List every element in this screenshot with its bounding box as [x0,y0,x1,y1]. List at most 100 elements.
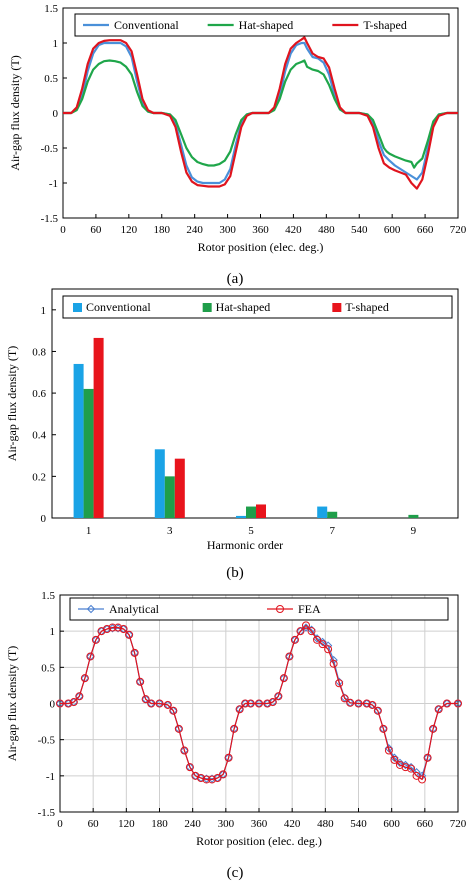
legend-label: Analytical [109,602,160,616]
data-point [97,627,106,636]
y-tick-label: 0.5 [44,73,58,85]
y-tick-label: -0.5 [38,735,56,747]
data-point [318,640,327,649]
legend-box [69,597,449,621]
data-point [296,627,305,636]
y-axis-label: Air-gap flux density (T) [5,346,19,461]
data-point [174,724,183,733]
x-tick-label: 360 [252,224,269,236]
data-point [423,753,432,762]
x-tick-label: 5 [248,525,254,537]
x-tick-label: 7 [329,525,335,537]
x-axis-label: Rotor position (elec. deg.) [198,240,324,254]
data-point [407,764,416,773]
figure-caption-1: (a) [227,271,244,287]
data-point [429,724,438,733]
data-point [125,630,134,639]
x-tick-label: 300 [219,224,236,236]
y-tick-label: 0 [41,513,47,525]
x-tick-label: 240 [184,818,201,830]
x-tick-label: 180 [154,224,171,236]
chart-1: 0 60 120 180 240 300 360 420 480 540 600 660 720 -1.5… [8,3,467,254]
data-point [119,624,128,633]
data-point [379,724,388,733]
data-point [86,652,95,661]
data-point [384,744,394,753]
data-point [169,706,178,715]
legend-marker [86,604,96,614]
y-tick-label: 0 [50,699,56,711]
data-point [335,679,344,688]
y-tick-label: -1 [46,771,55,783]
bar-conventional [236,515,246,518]
bar-hat-shaped [164,476,175,518]
y-tick-label: 0.4 [32,430,46,442]
data-point [191,771,200,780]
bar-hat-shaped [83,388,94,518]
y-tick-label: 1.5 [41,590,55,602]
x-tick-label: 0 [60,224,66,236]
x-tick-label: 60 [88,818,100,830]
x-tick-label: 480 [317,818,334,830]
legend-label: FEA [298,602,321,616]
data-point [354,699,363,708]
data-point [340,694,349,703]
data-point [136,677,145,686]
data-point [362,699,371,708]
data-point [64,699,73,708]
data-point [141,695,150,704]
data-point [80,674,89,683]
x-tick-label: 420 [284,818,301,830]
data-point [163,700,172,709]
data-point [69,698,78,707]
y-tick-label: -1.5 [38,807,56,819]
data-point [384,746,393,755]
x-tick-label: 180 [151,818,168,830]
legend-box [74,13,450,37]
data-point [108,623,117,632]
x-axis-label: Harmonic order [207,538,283,552]
data-point [442,699,451,708]
y-tick-label: 0.8 [32,346,46,358]
data-point [346,698,355,707]
data-point [75,692,84,701]
data-point [130,648,139,657]
data-point [395,760,404,769]
x-tick-label: 480 [318,224,335,236]
data-point [340,693,349,702]
x-axis-label: Rotor position (elec. deg.) [196,834,322,848]
x-tick-label: 720 [450,818,467,830]
legend-label: Conventional [114,18,179,32]
data-point [230,724,239,733]
bar-t-shaped [93,337,104,518]
x-tick-label: 120 [121,224,138,236]
series-line-t-shaped [63,36,458,190]
y-tick-label: 1 [53,38,59,50]
data-point [279,674,288,683]
y-tick-label: -0.5 [41,143,59,155]
x-tick-label: 720 [450,224,467,236]
x-tick-label: 0 [57,818,63,830]
y-axis-label: Air-gap flux density (T) [5,646,19,761]
y-tick-label: 0.6 [32,388,46,400]
data-point [373,706,382,715]
x-tick-label: 660 [417,224,434,236]
figure-caption-2: (b) [226,565,244,581]
bar-conventional [73,363,84,518]
data-point [434,705,443,714]
x-tick-label: 300 [218,818,235,830]
legend-label: Conventional [86,300,151,314]
x-tick-label: 3 [167,525,173,537]
data-point [213,774,222,783]
x-tick-label: 9 [411,525,417,537]
data-point [147,699,156,708]
data-point [454,699,462,708]
y-tick-label: 1.5 [44,3,58,15]
x-tick-label: 540 [351,224,368,236]
data-point [301,621,310,630]
data-point [114,623,123,632]
data-point [224,753,233,762]
legend-label: Hat-shaped [239,18,294,32]
bar-conventional [154,449,165,518]
